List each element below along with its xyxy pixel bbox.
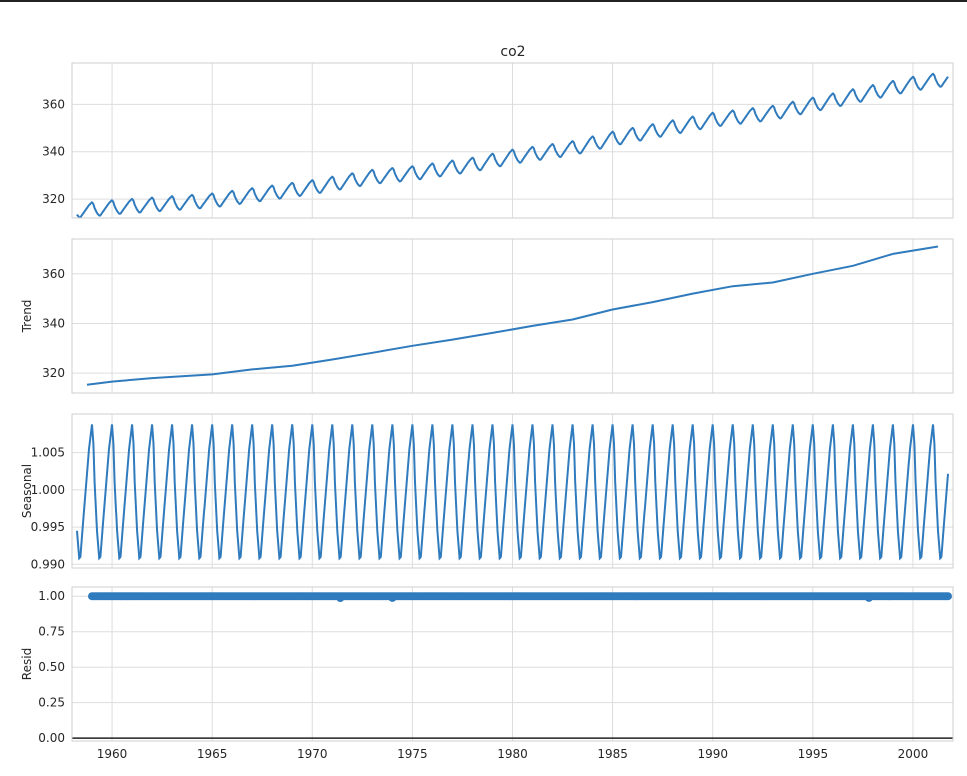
y-tick-label: 360 bbox=[42, 97, 65, 111]
y-tick-label: 1.00 bbox=[38, 589, 65, 603]
y-tick-label: 0.00 bbox=[38, 731, 65, 745]
x-tick-label: 1985 bbox=[597, 747, 628, 761]
y-tick-label: 340 bbox=[42, 316, 65, 330]
chart-title: co2 bbox=[500, 44, 525, 60]
panel-frame bbox=[71, 586, 954, 742]
x-tick-label: 2000 bbox=[898, 747, 929, 761]
y-tick-label: 0.75 bbox=[38, 625, 65, 639]
y-axis-label: Seasonal bbox=[20, 464, 34, 518]
x-tick-label: 1970 bbox=[297, 747, 328, 761]
x-tick-labels: 1960 1965 1970 1975 1980 1985 1990 1995 2000 bbox=[97, 747, 928, 761]
y-tick-label: 0.995 bbox=[31, 520, 65, 534]
resid-point bbox=[336, 594, 345, 602]
y-tick-label: 1.005 bbox=[31, 446, 65, 460]
y-tick-label: 1.000 bbox=[31, 483, 65, 497]
resid-point bbox=[388, 593, 397, 602]
resid-point bbox=[944, 592, 952, 601]
panel-resid: 0.00 0.25 0.50 0.75 1.00 Resid bbox=[20, 586, 954, 745]
resid-points bbox=[88, 592, 952, 602]
series-line-trend bbox=[86, 245, 939, 386]
y-tick-label: 0.990 bbox=[31, 557, 65, 571]
y-tick-label: 0.25 bbox=[38, 696, 65, 710]
panel-trend: 320 340 360 Trend bbox=[20, 238, 954, 394]
x-tick-label: 1995 bbox=[798, 747, 829, 761]
series-line-seasonal bbox=[76, 424, 949, 561]
x-tick-label: 1990 bbox=[697, 747, 728, 761]
y-axis-label: Trend bbox=[20, 300, 34, 334]
x-tick-label: 1980 bbox=[497, 747, 528, 761]
x-tick-label: 1975 bbox=[397, 747, 428, 761]
series-line-observed bbox=[76, 72, 949, 219]
y-tick-label: 360 bbox=[42, 267, 65, 281]
panel-frame bbox=[71, 413, 954, 569]
panel-frame bbox=[71, 238, 954, 394]
resid-point bbox=[864, 593, 873, 602]
x-tick-label: 1960 bbox=[97, 747, 128, 761]
x-tick-label: 1965 bbox=[197, 747, 228, 761]
y-tick-label: 320 bbox=[42, 192, 65, 206]
panel-frame bbox=[71, 62, 954, 219]
top-border bbox=[0, 0, 967, 2]
panel-seasonal: 0.990 0.995 1.000 1.005 Seasonal bbox=[20, 413, 954, 571]
y-tick-label: 0.50 bbox=[38, 660, 65, 674]
panels: 320 340 360 320 340 360 Trend 0.990 0.995 1.000 1.… bbox=[20, 62, 954, 761]
y-tick-label: 340 bbox=[42, 145, 65, 159]
y-axis-label: Resid bbox=[20, 648, 34, 680]
panel-observed: 320 340 360 bbox=[42, 62, 954, 219]
y-tick-label: 320 bbox=[42, 366, 65, 380]
